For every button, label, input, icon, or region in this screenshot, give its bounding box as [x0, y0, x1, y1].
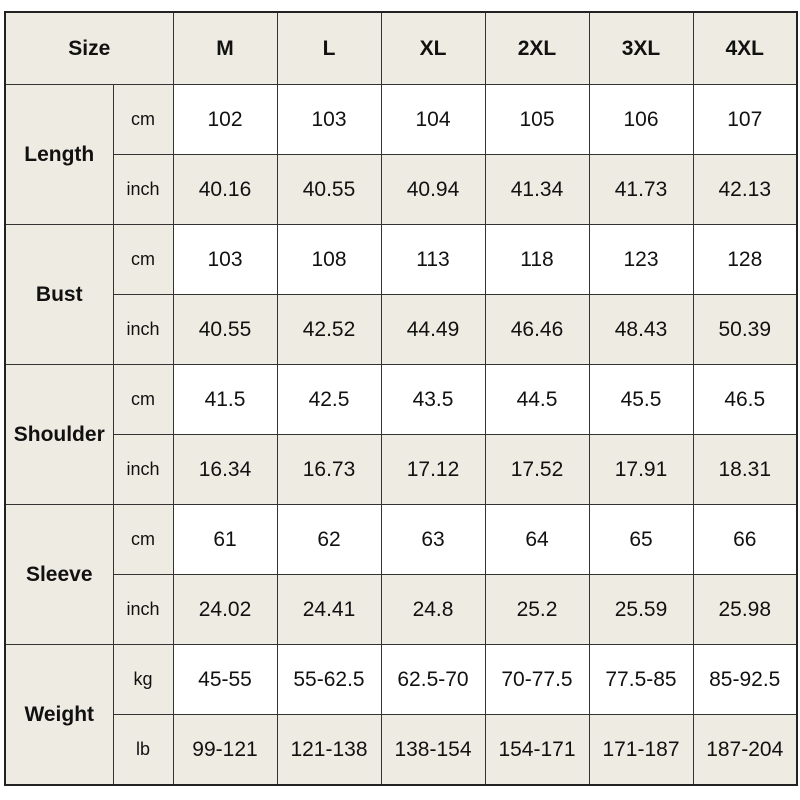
unit-label: cm: [112, 364, 174, 435]
value-cell: 105: [484, 84, 590, 155]
size-column-header: M: [172, 11, 278, 85]
size-column-header: L: [276, 11, 382, 85]
value-cell: 44.49: [380, 294, 486, 365]
value-cell: 41.5: [172, 364, 278, 435]
value-cell: 99-121: [172, 714, 278, 786]
value-cell: 107: [692, 84, 798, 155]
value-cell: 102: [172, 84, 278, 155]
measurement-row: Length cm 102 103 104 105 106 107: [4, 84, 798, 225]
size-column-header: 2XL: [484, 11, 590, 85]
measurement-label: Bust: [4, 224, 114, 365]
unit-label: inch: [112, 294, 174, 365]
value-cell: 42.5: [276, 364, 382, 435]
value-cell: 17.52: [484, 434, 590, 505]
value-cell: 18.31: [692, 434, 798, 505]
value-cell: 85-92.5: [692, 644, 798, 715]
value-cell: 118: [484, 224, 590, 295]
measurement-row: Sleeve cm 61 62 63 64 65 66: [4, 504, 798, 645]
measurement-label: Shoulder: [4, 364, 114, 505]
value-cell: 17.12: [380, 434, 486, 505]
unit-label: kg: [112, 644, 174, 715]
measurement-label: Sleeve: [4, 504, 114, 645]
unit-label: inch: [112, 154, 174, 225]
value-cell: 24.02: [172, 574, 278, 645]
size-chart-table: Size M L XL 2XL 3XL 4XL Length cm 102 103 104 105 1…: [4, 11, 798, 786]
value-cell: 24.8: [380, 574, 486, 645]
measurement-row: Weight kg 45-55 55-62.5 62.5-70 70-77.5 77.5-8…: [4, 644, 798, 786]
value-cell: 43.5: [380, 364, 486, 435]
size-column-header: 4XL: [692, 11, 798, 85]
unit-label: lb: [112, 714, 174, 786]
unit-label: cm: [112, 504, 174, 575]
value-cell: 65: [588, 504, 694, 575]
value-cell: 41.73: [588, 154, 694, 225]
value-cell: 41.34: [484, 154, 590, 225]
value-cell: 42.52: [276, 294, 382, 365]
unit-label: cm: [112, 84, 174, 155]
value-cell: 55-62.5: [276, 644, 382, 715]
value-cell: 46.46: [484, 294, 590, 365]
value-cell: 108: [276, 224, 382, 295]
value-cell: 46.5: [692, 364, 798, 435]
value-cell: 104: [380, 84, 486, 155]
measurement-label: Length: [4, 84, 114, 225]
value-cell: 40.55: [172, 294, 278, 365]
value-cell: 121-138: [276, 714, 382, 786]
measurement-row: inch 40.55 42.52 44.49 46.46 48.43 50.39: [5, 294, 798, 365]
unit-label: cm: [112, 224, 174, 295]
value-cell: 40.16: [172, 154, 278, 225]
value-cell: 103: [276, 84, 382, 155]
value-cell: 62.5-70: [380, 644, 486, 715]
value-cell: 45.5: [588, 364, 694, 435]
value-cell: 187-204: [692, 714, 798, 786]
value-cell: 138-154: [380, 714, 486, 786]
value-cell: 123: [588, 224, 694, 295]
value-cell: 24.41: [276, 574, 382, 645]
measurement-row: Bust cm 103 108 113 118 123 128: [4, 224, 798, 365]
value-cell: 44.5: [484, 364, 590, 435]
value-cell: 50.39: [692, 294, 798, 365]
value-cell: 40.55: [276, 154, 382, 225]
value-cell: 40.94: [380, 154, 486, 225]
measurement-row: lb 99-121 121-138 138-154 154-171 171-187 187-…: [5, 714, 798, 786]
size-column-header: XL: [380, 11, 486, 85]
value-cell: 16.73: [276, 434, 382, 505]
value-cell: 62: [276, 504, 382, 575]
value-cell: 63: [380, 504, 486, 575]
value-cell: 128: [692, 224, 798, 295]
measurement-row: Shoulder cm 41.5 42.5 43.5 44.5 45.5 46.5: [4, 364, 798, 505]
unit-label: inch: [112, 574, 174, 645]
value-cell: 66: [692, 504, 798, 575]
value-cell: 113: [380, 224, 486, 295]
size-header: Size: [4, 11, 174, 85]
value-cell: 61: [172, 504, 278, 575]
value-cell: 48.43: [588, 294, 694, 365]
value-cell: 70-77.5: [484, 644, 590, 715]
value-cell: 25.2: [484, 574, 590, 645]
value-cell: 154-171: [484, 714, 590, 786]
value-cell: 77.5-85: [588, 644, 694, 715]
value-cell: 64: [484, 504, 590, 575]
value-cell: 106: [588, 84, 694, 155]
value-cell: 171-187: [588, 714, 694, 786]
measurement-row: inch 16.34 16.73 17.12 17.52 17.91 18.31: [5, 434, 798, 505]
value-cell: 103: [172, 224, 278, 295]
header-row: Size M L XL 2XL 3XL 4XL: [4, 11, 798, 85]
measurement-row: inch 40.16 40.55 40.94 41.34 41.73 42.13: [5, 154, 798, 225]
measurement-label: Weight: [4, 644, 114, 786]
unit-label: inch: [112, 434, 174, 505]
value-cell: 25.98: [692, 574, 798, 645]
value-cell: 25.59: [588, 574, 694, 645]
value-cell: 16.34: [172, 434, 278, 505]
value-cell: 45-55: [172, 644, 278, 715]
value-cell: 17.91: [588, 434, 694, 505]
measurement-row: inch 24.02 24.41 24.8 25.2 25.59 25.98: [5, 574, 798, 645]
value-cell: 42.13: [692, 154, 798, 225]
size-column-header: 3XL: [588, 11, 694, 85]
